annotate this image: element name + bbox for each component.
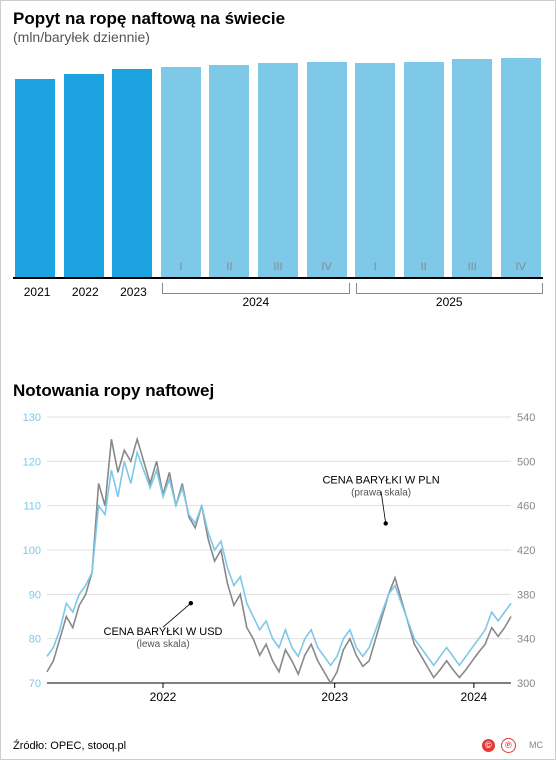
footer-badges: © ℗ MC [479, 738, 543, 753]
bar-chart: 97,299,7102,2103,3I103,9II104,9III105,7I… [13, 57, 543, 337]
bar-fill [161, 67, 201, 277]
signature: MC [529, 739, 543, 752]
bar-fill [15, 79, 55, 277]
bar-fill [209, 65, 249, 277]
svg-text:100: 100 [23, 545, 41, 557]
bar-fill [355, 63, 395, 277]
bar-quarter: III [256, 261, 301, 273]
svg-text:80: 80 [29, 634, 41, 646]
bar-fill [452, 59, 492, 277]
svg-text:90: 90 [29, 589, 41, 601]
bracket-label: 2025 [436, 295, 463, 309]
bar-fill [404, 62, 444, 277]
svg-text:110: 110 [23, 501, 41, 513]
bar-year: 2023 [109, 285, 157, 299]
svg-text:70: 70 [29, 678, 41, 690]
badge-p: ℗ [501, 738, 516, 753]
bar-quarter: I [353, 261, 398, 273]
footer: Źródło: OPEC, stooq.pl © ℗ MC [13, 738, 543, 753]
svg-text:CENA BARYŁKI W USD: CENA BARYŁKI W USD [104, 626, 223, 638]
bar-fill [112, 69, 152, 277]
bar-quarter: II [207, 261, 252, 273]
line-chart-title: Notowania ropy naftowej [13, 381, 214, 401]
svg-text:540: 540 [517, 412, 535, 424]
svg-text:(lewa skala): (lewa skala) [136, 639, 189, 650]
bar-chart-title: Popyt na ropę naftową na świecie [13, 9, 543, 29]
bar-quarter: IV [304, 261, 349, 273]
bar-fill [258, 63, 298, 277]
svg-text:420: 420 [517, 545, 535, 557]
year-bracket: 2025 [356, 283, 543, 294]
bar-quarter: IV [498, 261, 543, 273]
svg-text:460: 460 [517, 501, 535, 513]
bar-quarter: II [401, 261, 446, 273]
page: Popyt na ropę naftową na świecie (mln/ba… [0, 0, 556, 760]
bar-fill [501, 58, 541, 277]
bar-year: 2021 [13, 285, 61, 299]
bar-chart-header: Popyt na ropę naftową na świecie (mln/ba… [13, 9, 543, 45]
svg-text:120: 120 [23, 456, 41, 468]
bar-year: 2022 [61, 285, 109, 299]
bar-fill [307, 62, 347, 277]
line-chart-svg: 70 80 90 100 110 120 130 300 340 380 420 460 500 540 2… [13, 407, 545, 707]
svg-text:2022: 2022 [150, 690, 177, 704]
bar-quarter: III [450, 261, 495, 273]
bar-chart-subtitle: (mln/baryłek dziennie) [13, 29, 543, 45]
line-chart: 70 80 90 100 110 120 130 300 340 380 420 460 500 540 2… [13, 407, 543, 707]
svg-text:2023: 2023 [321, 690, 348, 704]
bar-fill [64, 74, 104, 277]
svg-text:130: 130 [23, 412, 41, 424]
svg-text:300: 300 [517, 678, 535, 690]
badge-c: © [482, 739, 495, 752]
bar-quarter: I [159, 261, 204, 273]
svg-text:380: 380 [517, 589, 535, 601]
svg-text:2024: 2024 [461, 690, 488, 704]
svg-text:500: 500 [517, 456, 535, 468]
svg-text:CENA BARYŁKI W PLN: CENA BARYŁKI W PLN [322, 475, 439, 487]
bracket-label: 2024 [242, 295, 269, 309]
year-bracket: 2024 [162, 283, 349, 294]
svg-text:340: 340 [517, 634, 535, 646]
source-text: Źródło: OPEC, stooq.pl [13, 740, 126, 752]
